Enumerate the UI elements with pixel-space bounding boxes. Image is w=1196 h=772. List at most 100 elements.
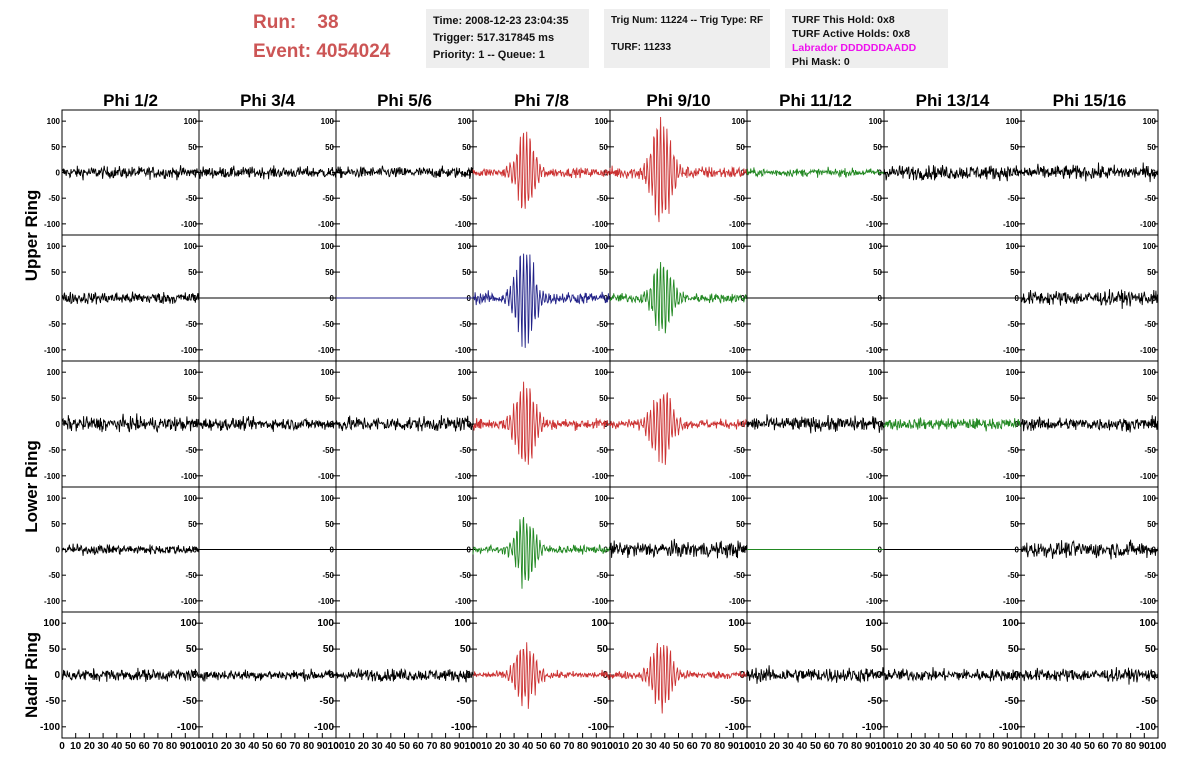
y-tick-label: 100	[458, 494, 472, 503]
y-tick-label: 50	[599, 520, 608, 529]
x-tick-label: 90	[454, 741, 466, 752]
y-tick-label: -50	[870, 194, 882, 203]
waveform-trace	[61, 413, 200, 434]
y-tick-label: -50	[733, 571, 745, 580]
y-tick-label: -50	[1144, 320, 1156, 329]
y-tick-label: 100	[47, 494, 61, 503]
y-tick-label: 100	[184, 242, 198, 251]
waveform-trace	[472, 642, 611, 709]
y-tick-label: 50	[325, 268, 334, 277]
y-tick-label: 0	[467, 546, 472, 555]
y-tick-label: 50	[325, 520, 334, 529]
y-tick-label: -50	[733, 194, 745, 203]
waveform-trace	[746, 414, 885, 434]
y-tick-label: -100	[725, 722, 745, 733]
y-tick-label: 50	[188, 520, 197, 529]
y-tick-label: 0	[330, 546, 335, 555]
x-tick-label: 70	[563, 741, 575, 752]
y-tick-label: 100	[595, 494, 609, 503]
y-tick-label: 50	[462, 143, 471, 152]
x-tick-label: 100	[191, 741, 208, 752]
x-tick-label: 10	[755, 741, 767, 752]
waveform-trace	[1020, 415, 1159, 433]
y-tick-label: -50	[1007, 571, 1019, 580]
x-tick-label: 70	[700, 741, 712, 752]
y-tick-label: 0	[54, 670, 60, 681]
waveform-trace	[1020, 539, 1159, 560]
y-tick-label: -50	[1007, 320, 1019, 329]
y-tick-label: 100	[47, 368, 61, 377]
waveform-trace	[335, 415, 474, 432]
y-tick-label: 100	[869, 368, 883, 377]
y-tick-label: -50	[459, 446, 471, 455]
ring-label: Lower Ring	[22, 440, 41, 533]
x-tick-label: 100	[739, 741, 756, 752]
x-tick-label: 100	[876, 741, 893, 752]
y-tick-label: 100	[47, 242, 61, 251]
y-tick-label: 100	[595, 368, 609, 377]
x-tick-label: 10	[344, 741, 356, 752]
x-tick-label: 100	[602, 741, 619, 752]
y-tick-label: 50	[188, 143, 197, 152]
x-tick-label: 30	[783, 741, 795, 752]
column-header: Phi 1/2	[103, 91, 158, 110]
y-tick-label: -100	[318, 220, 335, 229]
event-value: 4054024	[316, 41, 391, 62]
y-tick-label: -100	[592, 472, 609, 481]
waveform-trace	[883, 164, 1022, 182]
y-tick-label: 50	[1010, 143, 1019, 152]
y-tick-label: -50	[459, 571, 471, 580]
y-tick-label: -100	[999, 722, 1019, 733]
y-tick-label: -100	[318, 472, 335, 481]
y-tick-label: 100	[321, 117, 335, 126]
waveform-trace	[883, 417, 1022, 432]
y-tick-label: 50	[1147, 520, 1156, 529]
x-tick-label: 10	[207, 741, 219, 752]
y-tick-label: -100	[455, 220, 472, 229]
y-tick-label: 100	[458, 368, 472, 377]
x-tick-label: 80	[303, 741, 315, 752]
y-tick-label: -50	[870, 571, 882, 580]
y-tick-label: 0	[330, 169, 335, 178]
y-tick-label: 0	[56, 420, 61, 429]
y-tick-label: -100	[314, 722, 334, 733]
y-tick-label: 50	[1010, 268, 1019, 277]
y-tick-label: -100	[729, 220, 746, 229]
waveform-trace	[198, 668, 337, 683]
x-tick-label: 90	[1139, 741, 1151, 752]
x-tick-label: 60	[139, 741, 151, 752]
x-tick-label: 30	[646, 741, 658, 752]
x-tick-label: 80	[577, 741, 589, 752]
y-tick-label: 50	[51, 394, 60, 403]
waveform-trace	[472, 253, 611, 348]
y-tick-label: -100	[44, 220, 61, 229]
y-tick-label: -100	[729, 472, 746, 481]
y-tick-label: 0	[1015, 169, 1020, 178]
y-tick-label: 50	[1010, 520, 1019, 529]
y-tick-label: 50	[1010, 394, 1019, 403]
x-tick-label: 70	[974, 741, 986, 752]
time-text: Time: 2008-12-23 23:04:35	[433, 15, 569, 27]
x-tick-label: 80	[988, 741, 1000, 752]
y-tick-label: -50	[183, 696, 198, 707]
y-tick-label: -50	[322, 320, 334, 329]
y-tick-label: -100	[181, 472, 198, 481]
y-tick-label: 50	[599, 268, 608, 277]
y-tick-label: 50	[736, 520, 745, 529]
x-tick-label: 40	[111, 741, 123, 752]
y-tick-label: -100	[181, 220, 198, 229]
x-tick-label: 80	[851, 741, 863, 752]
y-tick-label: -50	[733, 320, 745, 329]
y-tick-label: 100	[454, 618, 471, 629]
y-tick-label: -50	[868, 696, 883, 707]
y-tick-label: -100	[862, 722, 882, 733]
y-tick-label: 50	[51, 520, 60, 529]
ring-label: Upper Ring	[22, 190, 41, 282]
y-tick-label: 100	[184, 368, 198, 377]
column-header: Phi 15/16	[1053, 91, 1127, 110]
y-tick-label: 50	[462, 394, 471, 403]
y-tick-label: 100	[869, 117, 883, 126]
event-label: Event:	[253, 41, 312, 62]
trigger-text: Trigger: 517.317845 ms	[433, 32, 555, 44]
x-tick-label: 40	[933, 741, 945, 752]
